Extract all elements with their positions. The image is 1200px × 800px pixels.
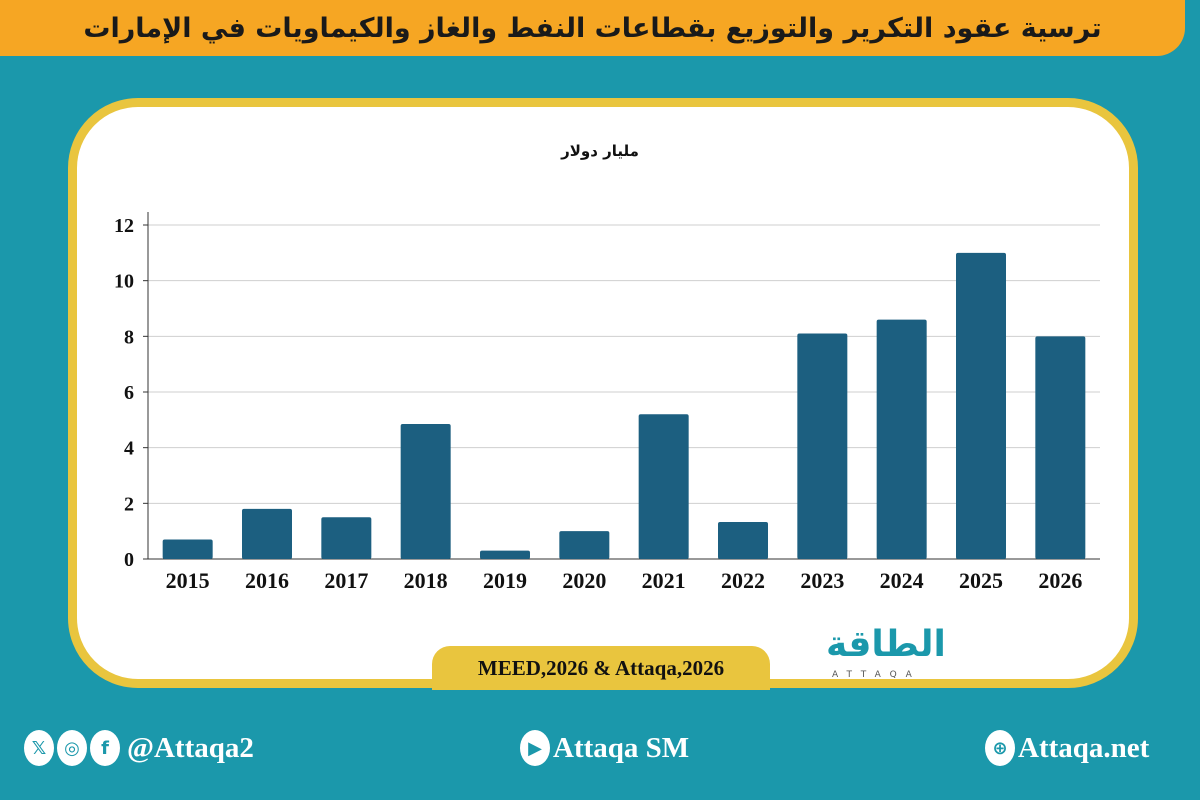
x-tick-label: 2018 bbox=[404, 568, 448, 593]
social-handle[interactable]: @Attaqa2 bbox=[127, 731, 254, 764]
attaqa-logo: الطاقة ATTAQA bbox=[826, 624, 986, 684]
youtube-link[interactable]: ▶ Attaqa SM bbox=[520, 730, 689, 766]
x-tick-label: 2020 bbox=[562, 568, 606, 593]
youtube-icon: ▶ bbox=[520, 730, 550, 766]
page-title: ترسية عقود التكرير والتوزيع بقطاعات النف… bbox=[83, 12, 1102, 44]
bar-2024 bbox=[876, 319, 927, 559]
x-tick-label: 2024 bbox=[880, 568, 924, 593]
y-tick-label: 2 bbox=[124, 493, 134, 515]
bar-2020 bbox=[559, 531, 610, 559]
bar-2015 bbox=[162, 539, 213, 559]
y-tick-label: 0 bbox=[124, 549, 134, 571]
y-tick-label: 8 bbox=[124, 326, 134, 348]
x-tick-label: 2019 bbox=[483, 568, 527, 593]
globe-icon: ⊕ bbox=[985, 730, 1015, 766]
y-tick-label: 4 bbox=[124, 438, 134, 460]
x-tick-label: 2015 bbox=[166, 568, 210, 593]
instagram-icon[interactable]: ◎ bbox=[57, 730, 87, 766]
website-link[interactable]: ⊕ Attaqa.net bbox=[985, 730, 1149, 766]
x-tick-label: 2026 bbox=[1038, 568, 1082, 593]
x-tick-label: 2023 bbox=[800, 568, 844, 593]
social-links[interactable]: 𝕏 ◎ f @Attaqa2 bbox=[24, 730, 254, 766]
y-tick-label: 12 bbox=[114, 215, 134, 237]
x-tick-label: 2016 bbox=[245, 568, 289, 593]
title-bar: ترسية عقود التكرير والتوزيع بقطاعات النف… bbox=[0, 0, 1185, 56]
y-axis-unit-label: مليار دولار bbox=[561, 142, 639, 160]
bar-2017 bbox=[321, 517, 372, 559]
logo-english: ATTAQA bbox=[832, 670, 921, 680]
x-icon[interactable]: 𝕏 bbox=[24, 730, 54, 766]
facebook-icon[interactable]: f bbox=[90, 730, 120, 766]
bar-2023 bbox=[797, 333, 848, 559]
bar-2025 bbox=[956, 252, 1006, 560]
source-label: MEED,2026 & Attaqa,2026 bbox=[432, 646, 770, 690]
bar-2026 bbox=[1035, 336, 1086, 559]
y-tick-label: 10 bbox=[114, 271, 134, 293]
bar-2019 bbox=[480, 550, 530, 559]
x-tick-label: 2025 bbox=[959, 568, 1003, 593]
x-tick-label: 2022 bbox=[721, 568, 765, 593]
x-tick-label: 2021 bbox=[642, 568, 686, 593]
bar-2016 bbox=[242, 508, 292, 559]
bar-2021 bbox=[638, 414, 689, 559]
logo-arabic: الطاقة bbox=[826, 624, 946, 665]
website-url[interactable]: Attaqa.net bbox=[1018, 731, 1150, 764]
y-tick-label: 6 bbox=[124, 382, 134, 404]
bar-2022 bbox=[718, 521, 768, 559]
x-tick-label: 2017 bbox=[324, 568, 368, 593]
youtube-handle[interactable]: Attaqa SM bbox=[553, 731, 690, 764]
bar-2018 bbox=[400, 424, 451, 559]
